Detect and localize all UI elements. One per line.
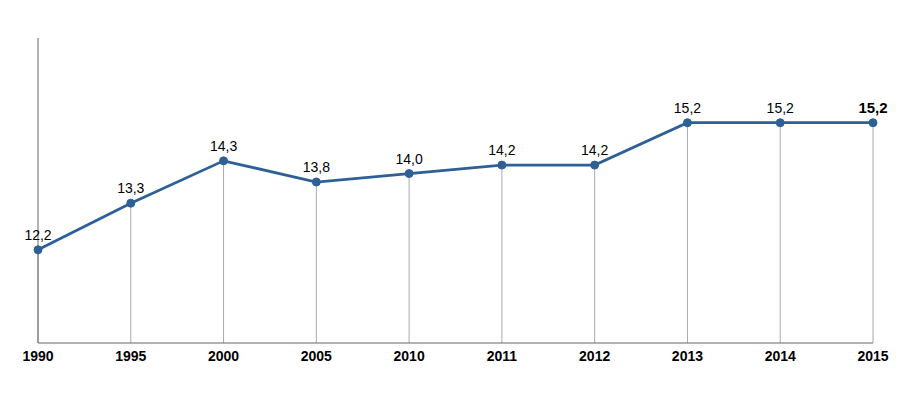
svg-text:13,3: 13,3: [117, 180, 144, 196]
svg-text:15,2: 15,2: [674, 100, 701, 116]
svg-text:12,2: 12,2: [24, 227, 51, 243]
svg-text:1995: 1995: [115, 348, 146, 364]
svg-text:15,2: 15,2: [858, 99, 887, 116]
svg-text:14,2: 14,2: [488, 142, 515, 158]
svg-text:2014: 2014: [765, 348, 796, 364]
svg-text:2012: 2012: [579, 348, 610, 364]
svg-text:15,2: 15,2: [767, 100, 794, 116]
svg-text:2010: 2010: [394, 348, 425, 364]
svg-text:1990: 1990: [22, 348, 53, 364]
svg-text:2015: 2015: [857, 348, 888, 364]
svg-text:2005: 2005: [301, 348, 332, 364]
svg-text:14,2: 14,2: [581, 142, 608, 158]
svg-text:14,3: 14,3: [210, 138, 237, 154]
svg-text:14,0: 14,0: [395, 151, 422, 167]
svg-text:2000: 2000: [208, 348, 239, 364]
svg-text:2013: 2013: [672, 348, 703, 364]
svg-text:2011: 2011: [487, 348, 518, 364]
svg-text:13,8: 13,8: [303, 159, 330, 175]
